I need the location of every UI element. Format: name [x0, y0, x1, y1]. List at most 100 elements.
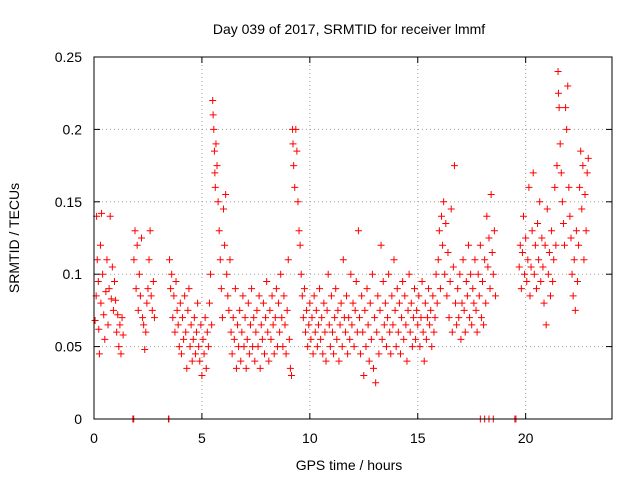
- data-point: [302, 328, 310, 336]
- data-point: [403, 357, 411, 365]
- data-point: [469, 285, 477, 293]
- data-point: [374, 292, 382, 300]
- data-point: [148, 306, 156, 314]
- data-point: [481, 256, 489, 264]
- data-point: [108, 263, 116, 271]
- data-point: [205, 299, 213, 307]
- chart-title: Day 039 of 2017, SRMTID for receiver lmm…: [213, 21, 485, 37]
- data-point: [215, 227, 223, 235]
- data-point: [517, 285, 525, 293]
- data-point: [211, 183, 219, 191]
- data-point: [420, 357, 428, 365]
- data-point: [433, 299, 441, 307]
- data-point: [522, 234, 530, 242]
- data-point: [532, 285, 540, 293]
- data-point: [406, 328, 414, 336]
- data-point: [309, 350, 317, 358]
- data-point: [440, 198, 448, 206]
- data-point: [228, 350, 236, 358]
- data-point: [559, 220, 567, 228]
- data-point: [348, 321, 356, 329]
- data-point: [170, 292, 178, 300]
- x-tick-label: 10: [302, 430, 318, 446]
- axis-ticks: 0 5 10 15 20 0 0.05 0.1 0.15 0.2 0.25: [55, 49, 612, 446]
- data-point: [429, 292, 437, 300]
- data-point: [224, 292, 232, 300]
- data-point: [319, 350, 327, 358]
- data-point: [561, 241, 569, 249]
- data-point: [385, 270, 393, 278]
- data-point: [549, 277, 557, 285]
- data-point: [113, 328, 121, 336]
- data-point: [413, 306, 421, 314]
- data-point: [307, 335, 315, 343]
- data-point: [446, 277, 454, 285]
- data-point: [431, 314, 439, 322]
- data-point: [182, 328, 190, 336]
- data-point: [363, 285, 371, 293]
- data-point: [485, 234, 493, 242]
- data-point: [248, 285, 256, 293]
- data-point: [91, 317, 99, 325]
- data-point: [208, 321, 216, 329]
- data-point: [276, 328, 284, 336]
- data-point: [168, 270, 176, 278]
- data-point: [368, 270, 376, 278]
- data-point: [305, 321, 313, 329]
- data-point: [428, 343, 436, 351]
- y-axis-label: SRMTID / TECUs: [6, 183, 22, 293]
- data-point: [295, 227, 303, 235]
- data-point: [463, 292, 471, 300]
- data-point: [362, 343, 370, 351]
- data-point: [289, 140, 297, 148]
- data-point: [384, 314, 392, 322]
- data-point: [141, 345, 149, 353]
- data-point: [275, 299, 283, 307]
- data-point: [470, 299, 478, 307]
- data-point: [577, 147, 585, 155]
- data-point: [452, 299, 460, 307]
- data-point: [486, 285, 494, 293]
- data-point: [354, 227, 362, 235]
- data-point: [361, 306, 369, 314]
- data-point: [98, 209, 106, 217]
- data-point: [197, 321, 205, 329]
- data-point: [284, 256, 292, 264]
- data-point: [146, 227, 154, 235]
- data-point: [210, 147, 218, 155]
- data-point: [252, 328, 260, 336]
- data-point: [378, 335, 386, 343]
- data-point: [367, 335, 375, 343]
- data-point: [253, 306, 261, 314]
- data-point: [94, 277, 102, 285]
- data-point: [398, 314, 406, 322]
- data-point: [321, 328, 329, 336]
- data-point: [531, 241, 539, 249]
- data-point: [457, 335, 465, 343]
- data-point: [232, 364, 240, 372]
- data-point: [223, 270, 231, 278]
- data-point: [111, 277, 119, 285]
- data-point: [318, 314, 326, 322]
- data-point: [453, 321, 461, 329]
- data-point: [140, 321, 148, 329]
- data-point: [535, 256, 543, 264]
- data-point: [418, 277, 426, 285]
- data-point: [209, 96, 217, 104]
- data-point: [240, 343, 248, 351]
- data-point: [241, 314, 249, 322]
- data-point: [304, 343, 312, 351]
- data-point: [346, 335, 354, 343]
- data-point: [520, 212, 528, 220]
- data-point: [444, 248, 452, 256]
- data-point: [245, 350, 253, 358]
- data-point: [555, 104, 563, 112]
- data-point: [314, 321, 322, 329]
- data-point: [194, 299, 202, 307]
- data-point: [334, 306, 342, 314]
- data-point: [344, 350, 352, 358]
- data-point: [130, 256, 138, 264]
- x-tick-label: 20: [518, 430, 534, 446]
- data-point: [567, 234, 575, 242]
- data-point: [341, 328, 349, 336]
